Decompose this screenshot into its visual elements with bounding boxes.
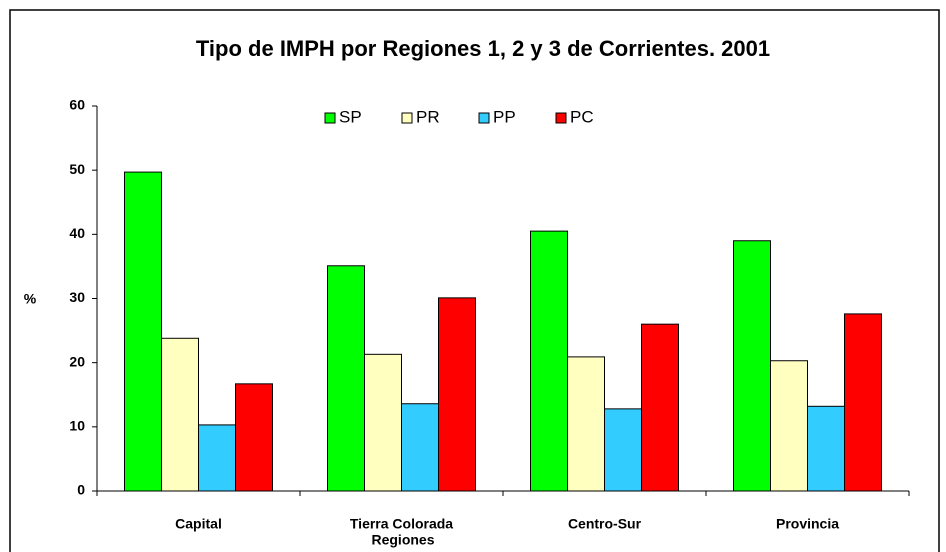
bar bbox=[770, 360, 808, 492]
bar bbox=[364, 353, 402, 492]
bar bbox=[401, 403, 439, 492]
legend-label: PP bbox=[493, 107, 516, 126]
x-tick-label: Tierra Colorada bbox=[350, 516, 453, 532]
bar bbox=[438, 297, 476, 492]
bar bbox=[641, 323, 679, 492]
legend-label: PR bbox=[416, 107, 440, 126]
y-tick-label: 60 bbox=[69, 97, 85, 113]
y-tick-label: 0 bbox=[77, 482, 85, 498]
bar bbox=[198, 424, 236, 492]
y-tick-label: 30 bbox=[69, 289, 85, 305]
bar bbox=[567, 356, 605, 492]
y-tick-label: 50 bbox=[69, 161, 85, 177]
x-tick-label: Provincia bbox=[776, 516, 839, 532]
bar bbox=[124, 171, 162, 492]
legend-swatch bbox=[478, 112, 490, 124]
x-tick-label: Centro-Sur bbox=[568, 516, 642, 532]
bar bbox=[530, 230, 568, 492]
bar bbox=[844, 313, 882, 492]
legend-label: PC bbox=[570, 107, 594, 126]
y-tick-label: 40 bbox=[69, 225, 85, 241]
legend-swatch bbox=[324, 112, 336, 124]
y-tick-label: 20 bbox=[69, 353, 85, 369]
x-tick-label: Capital bbox=[175, 516, 222, 532]
legend-swatch bbox=[401, 112, 413, 124]
bar bbox=[604, 408, 642, 492]
bar bbox=[235, 383, 273, 492]
bar bbox=[327, 265, 365, 492]
y-tick-label: 10 bbox=[69, 418, 85, 434]
legend-label: SP bbox=[339, 107, 362, 126]
chart-title: Tipo de IMPH por Regiones 1, 2 y 3 de Co… bbox=[196, 36, 770, 61]
x-axis-label: Regiones bbox=[371, 532, 434, 548]
bar bbox=[161, 337, 199, 492]
legend-swatch bbox=[555, 112, 567, 124]
bar bbox=[733, 240, 771, 492]
y-axis-label: % bbox=[24, 291, 37, 307]
bar bbox=[807, 405, 845, 492]
